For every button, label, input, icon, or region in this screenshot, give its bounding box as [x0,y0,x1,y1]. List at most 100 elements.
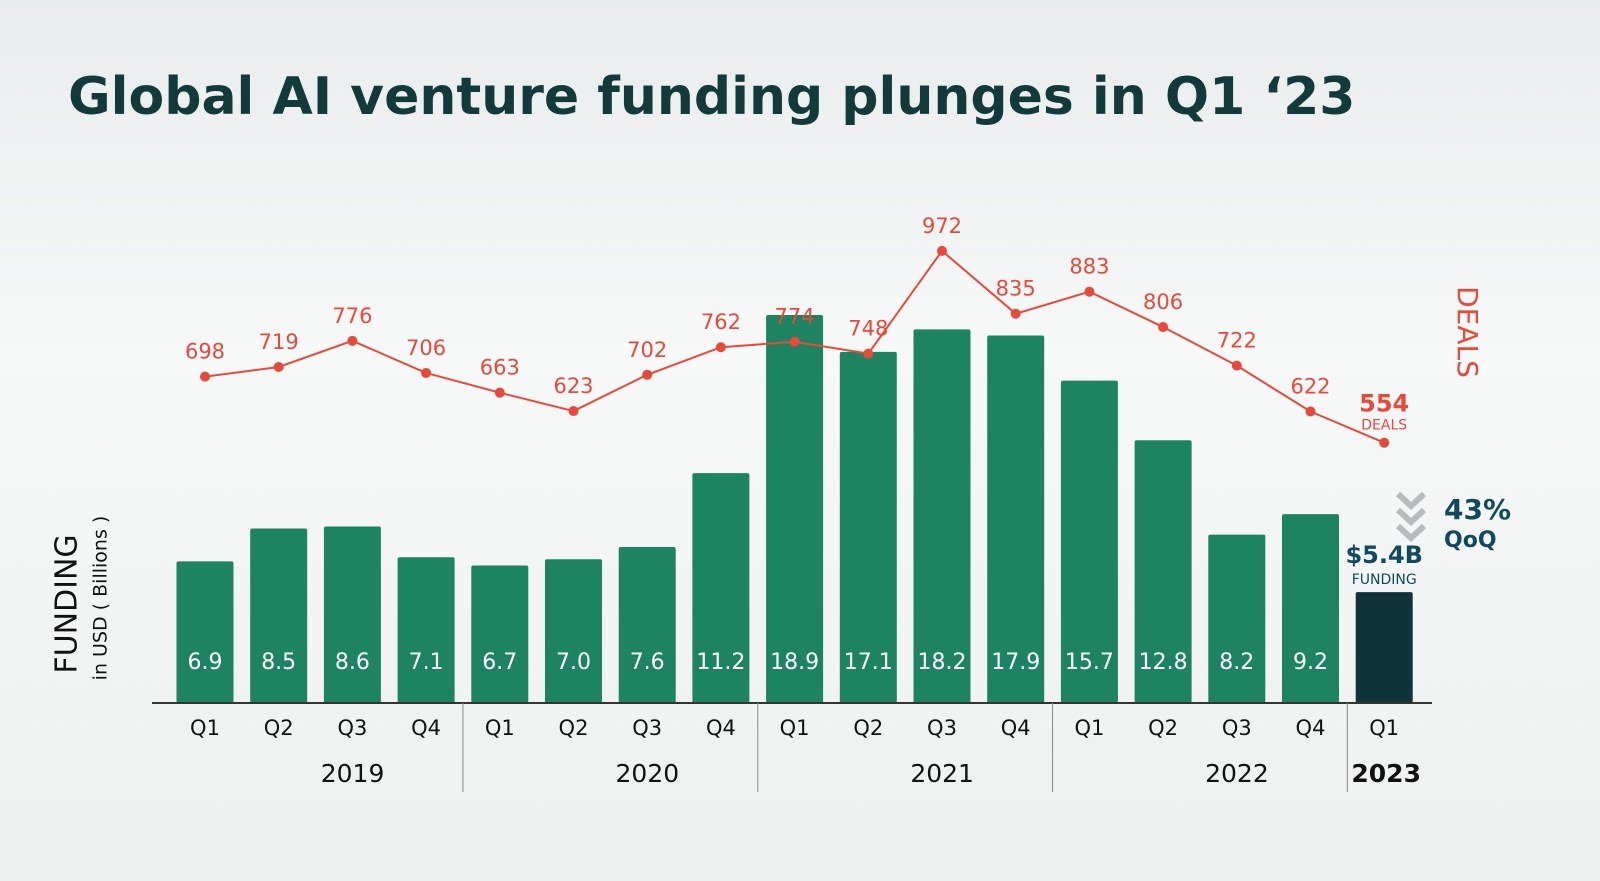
bar [1060,380,1118,703]
deals-value-label: 806 [1143,290,1183,314]
chevron [1395,523,1427,543]
deals-point [1231,360,1242,371]
bar-value-label: 7.1 [409,650,444,675]
bar [1282,514,1339,703]
bar [250,528,308,703]
x-tick-label: Q2 [853,716,883,740]
bar-value-label: 6.7 [482,650,517,675]
deals-value-label: 663 [480,356,520,380]
bar-value-label: 18.2 [918,650,967,675]
chevron [1395,507,1427,527]
y-axis-label: FUNDING [50,534,85,673]
x-tick-label: Q4 [1001,716,1031,740]
x-tick-label: Q1 [485,716,515,740]
deals-value-label: 883 [1069,255,1109,279]
deals-value-label: 622 [1290,375,1330,399]
deals-value-label: 623 [553,374,593,398]
x-tick-label: Q2 [559,716,589,740]
bar [1355,592,1413,703]
deals-value-label: 972 [922,214,962,238]
chevron [1395,491,1427,511]
deals-point [863,348,874,359]
bar [913,329,971,703]
chevrons [1395,491,1427,543]
bar-value-label: 8.5 [261,650,296,675]
x-tick-label: Q2 [264,716,294,740]
deals-point [715,342,726,353]
bar [323,526,381,703]
y2-axis-label: DEALS [1451,286,1484,378]
x-group-label: 2022 [1205,759,1269,788]
deals-point [789,336,800,347]
bar [692,473,750,703]
bar [545,559,602,703]
deals-value-label: 762 [701,310,741,334]
deals-value-label: 719 [259,330,299,354]
x-group-label: 2021 [910,759,974,788]
x-tick-label: Q1 [190,716,220,740]
x-tick-label: Q3 [632,716,662,740]
x-group-label: 2020 [616,759,680,788]
x-tick-label: Q3 [1222,716,1252,740]
change-value: 43% [1444,493,1511,526]
x-tick-label: Q3 [927,716,957,740]
y-axis-sublabel: in USD ( Billions ) [90,516,112,681]
bar [397,557,455,703]
deals-value-label: 706 [406,336,446,360]
deals-value-label: 554 [1359,390,1409,418]
bar-value-label: 18.9 [770,650,819,675]
change-label: QoQ [1444,528,1497,553]
bar [839,351,897,703]
x-tick-label: Q4 [706,716,736,740]
bar-value-label: $5.4B [1345,541,1423,569]
deals-caption: DEALS [1361,418,1407,434]
bar [987,335,1045,703]
deals-point [347,335,358,346]
bar-value-label: 7.0 [556,650,591,675]
deals-point [1379,437,1390,448]
bar-value-label: 9.2 [1293,650,1328,675]
deals-value-label: 776 [332,304,372,328]
deals-value-label: 702 [627,338,667,362]
bar [766,314,824,703]
bar-value-label: 8.2 [1219,650,1254,675]
x-group-label: 2019 [321,759,385,788]
bar [471,565,529,703]
x-group-label: 2023 [1351,759,1421,788]
bar-value-label: 15.7 [1065,650,1114,675]
deals-point [1158,322,1169,333]
deals-value-label: 748 [848,317,888,341]
deals-point [642,369,653,380]
x-tick-label: Q1 [780,716,810,740]
bar [618,546,676,703]
deals-value-label: 722 [1217,329,1257,353]
deals-point [200,371,210,382]
x-tick-label: Q3 [337,716,367,740]
chart-title: Global AI venture funding plunges in Q1 … [68,67,1355,127]
deals-value-label: 698 [185,340,225,364]
deals-point [937,245,947,256]
bar-value-label: 12.8 [1139,650,1188,675]
deals-value-label: 835 [996,277,1036,301]
bar-value-label: 7.6 [630,650,665,675]
deals-point [273,361,284,372]
deals-point [421,367,432,378]
x-tick-label: Q1 [1074,716,1104,740]
x-tick-label: Q2 [1148,716,1178,740]
deals-point [568,406,579,417]
bar [176,561,234,703]
bar-value-label: 6.9 [188,650,223,675]
bar-value-label: 11.2 [696,650,745,675]
deals-point [1084,286,1095,297]
deals-point [1010,308,1021,319]
bar-value-label: 17.9 [991,650,1040,675]
deals-point [1305,406,1316,417]
bar-caption: FUNDING [1352,572,1417,588]
x-tick-label: Q1 [1369,716,1399,740]
x-tick-label: Q4 [411,716,441,740]
bar [1134,440,1192,703]
deals-point [494,387,505,398]
x-tick-label: Q4 [1296,716,1326,740]
bar-value-label: 8.6 [335,650,370,675]
